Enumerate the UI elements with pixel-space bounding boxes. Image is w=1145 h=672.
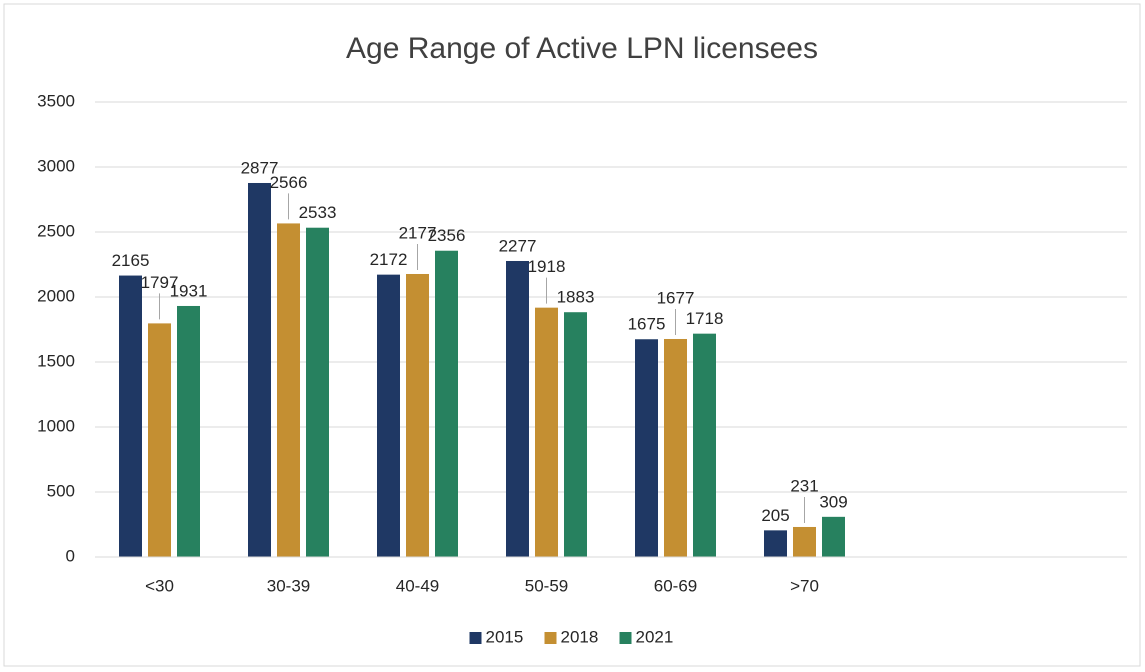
y-tick-label: 3500 [37,91,75,110]
bar [664,338,687,557]
y-tick-label: 3000 [37,156,75,175]
data-label: 1931 [170,281,208,300]
legend-swatch [469,632,482,644]
x-tick-label: 60-69 [654,576,697,595]
data-label: 2277 [499,236,537,255]
y-tick-label: 0 [66,546,75,565]
data-label: 2877 [241,158,279,177]
bar [764,530,787,557]
y-tick-label: 2500 [37,221,75,240]
data-label: 2165 [112,251,150,270]
bar [435,250,458,557]
chart-title: Age Range of Active LPN licensees [346,32,818,65]
legend-swatch [544,632,557,644]
data-label: 2172 [370,250,408,269]
data-label: 231 [790,476,818,495]
bar [119,275,142,557]
data-label: 1797 [141,273,179,292]
bar [506,260,529,557]
bar [248,182,271,558]
bar [564,312,587,557]
data-label: 2566 [270,173,308,192]
bar [406,273,429,557]
bar [377,274,400,557]
y-tick-label: 1000 [37,416,75,435]
x-tick-label: >70 [790,576,819,595]
data-label: 1677 [657,288,695,307]
y-tick-label: 500 [47,481,75,500]
bar [306,227,329,557]
data-label: 1675 [628,315,666,334]
data-label: 205 [761,506,789,525]
y-tick-label: 2000 [37,286,75,305]
data-label: 1883 [557,288,595,307]
bar [177,305,200,557]
y-tick-label: 1500 [37,351,75,370]
legend-label: 2015 [486,627,524,646]
data-label: 2177 [399,223,437,242]
data-label: 2356 [428,226,466,245]
bar [148,323,171,557]
bar [277,223,300,558]
bar [535,307,558,557]
x-tick-label: 30-39 [267,576,310,595]
bar [793,526,816,557]
legend-swatch [619,632,632,644]
x-tick-label: 50-59 [525,576,568,595]
legend-label: 2021 [636,627,674,646]
data-label: 1918 [528,257,566,276]
data-label: 309 [819,492,847,511]
bar [822,516,845,557]
bar [693,333,716,557]
x-tick-label: <30 [145,576,174,595]
bar [635,339,658,557]
legend-label: 2018 [561,627,599,646]
x-tick-label: 40-49 [396,576,439,595]
data-label: 2533 [299,203,337,222]
data-label: 1718 [686,309,724,328]
